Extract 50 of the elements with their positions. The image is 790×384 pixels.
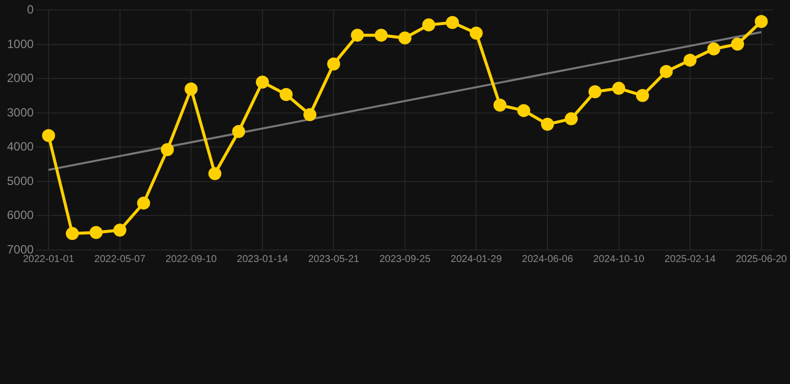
y-tick-label: 2000 bbox=[6, 71, 34, 86]
point bbox=[374, 28, 388, 42]
y-tick-label: 4000 bbox=[6, 140, 34, 154]
x-tick-label: 2025-02-14 bbox=[664, 254, 716, 265]
x-tick-label: 2023-09-25 bbox=[379, 254, 431, 265]
point bbox=[564, 112, 578, 126]
x-tick-label: 2024-06-06 bbox=[522, 254, 574, 265]
point bbox=[636, 89, 650, 102]
point bbox=[42, 129, 56, 142]
point bbox=[303, 108, 316, 122]
y-tick-label: 5000 bbox=[6, 174, 34, 188]
point bbox=[160, 143, 174, 156]
x-tick-label: 2024-01-29 bbox=[450, 254, 502, 265]
point bbox=[588, 85, 602, 98]
point bbox=[280, 88, 293, 101]
x-tick-label: 2023-01-14 bbox=[236, 254, 288, 265]
point bbox=[540, 118, 554, 131]
point bbox=[256, 76, 269, 89]
point bbox=[493, 98, 506, 112]
point bbox=[446, 16, 459, 30]
point bbox=[470, 26, 483, 40]
y-tick-label: 1000 bbox=[6, 36, 34, 51]
point bbox=[327, 57, 340, 70]
point bbox=[422, 18, 436, 32]
y-tick-label: 0 bbox=[27, 2, 34, 17]
y-tick-label: 3000 bbox=[6, 105, 34, 120]
point bbox=[184, 82, 198, 96]
point bbox=[517, 104, 530, 118]
x-tick-label: 2024-10-10 bbox=[593, 254, 645, 265]
x-tick-label: 2022-09-10 bbox=[166, 254, 218, 265]
point bbox=[90, 226, 103, 240]
point bbox=[208, 167, 222, 180]
y-tick-label: 6000 bbox=[6, 208, 34, 222]
y-tick-label: 7000 bbox=[6, 242, 34, 256]
point bbox=[232, 124, 246, 138]
x-tick-label: 2023-05-21 bbox=[308, 254, 360, 265]
x-tick-label: 2022-05-07 bbox=[94, 254, 146, 265]
point bbox=[113, 224, 126, 237]
point bbox=[754, 15, 768, 28]
point bbox=[66, 227, 79, 240]
point bbox=[612, 82, 626, 95]
x-tick-label: 2022-01-01 bbox=[22, 254, 75, 265]
point bbox=[398, 31, 412, 44]
point bbox=[707, 42, 720, 56]
point bbox=[660, 65, 673, 78]
point bbox=[350, 28, 364, 42]
point bbox=[684, 54, 697, 67]
x-tick-label: 2025-06-20 bbox=[736, 254, 788, 265]
point bbox=[731, 38, 744, 51]
point bbox=[137, 196, 150, 210]
